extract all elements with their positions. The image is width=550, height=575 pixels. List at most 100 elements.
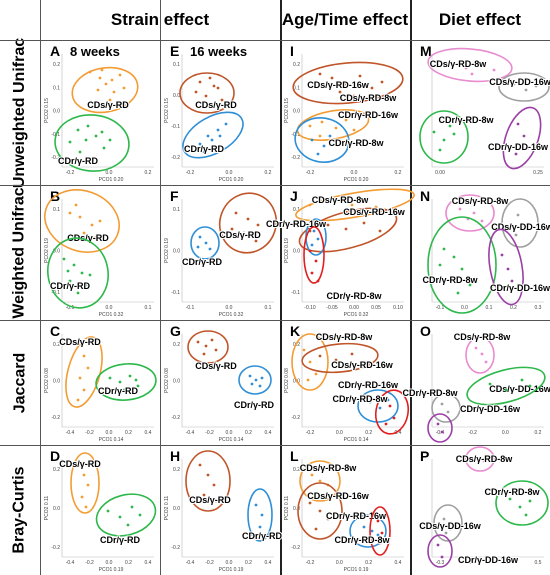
x-tick-label: -0.05 xyxy=(326,305,338,311)
sample-point xyxy=(472,211,476,215)
x-tick-label: 0.2 xyxy=(245,560,252,566)
sample-point xyxy=(206,134,210,138)
sample-point xyxy=(504,388,508,392)
group-label: CDr/γ-RD-8w xyxy=(334,535,390,545)
x-tick-label: 0.4 xyxy=(145,560,152,566)
sample-point xyxy=(306,378,310,382)
sample-point xyxy=(126,523,130,527)
sample-point xyxy=(118,380,122,384)
group-ellipse xyxy=(433,504,463,542)
sample-point xyxy=(100,130,104,134)
sample-point xyxy=(130,505,134,509)
y-axis-title: PCO2 0.11 xyxy=(164,496,170,521)
grid-divider xyxy=(160,0,161,575)
sample-point xyxy=(212,84,216,88)
y-tick-label: 0.1 xyxy=(53,207,60,213)
sample-point xyxy=(452,255,456,259)
x-tick-label: 0.4 xyxy=(265,430,272,436)
x-tick-label: -0.2 xyxy=(306,560,315,566)
sample-point xyxy=(90,156,94,160)
panel-b: B -0.1 0.0 0.1 0.1 0.0 -0.1 PCO1 0.32 PCO2 0.19 C… xyxy=(40,185,160,320)
sample-point xyxy=(380,531,384,535)
sample-point xyxy=(128,374,132,378)
panel-letter: M xyxy=(420,43,432,59)
group-ellipse xyxy=(54,114,130,172)
group-ellipse xyxy=(291,333,329,391)
sample-point xyxy=(224,122,228,126)
grid-divider xyxy=(410,0,412,575)
group-ellipse xyxy=(369,506,391,556)
group-ellipse xyxy=(182,111,244,159)
sample-point xyxy=(258,525,262,529)
x-axis-title: PCO1 0.32 xyxy=(99,312,124,318)
sample-point xyxy=(330,76,334,80)
sample-point xyxy=(246,217,250,221)
panel-letter: D xyxy=(50,448,60,464)
group-label: CDs/γ-DD-16w xyxy=(489,384,550,394)
y-tick-label: 0.1 xyxy=(53,85,60,91)
panel-d: D -0.4 -0.2 0.0 0.2 0.4 0.2 0.0 -0.2 PCO1 0.19 PCO… xyxy=(40,445,160,575)
sample-point xyxy=(516,213,520,217)
y-axis-title: PCO2 0.15 xyxy=(284,98,290,123)
panel-letter: G xyxy=(170,323,181,339)
group-label: CDs/γ-RD-8w xyxy=(430,59,488,69)
y-tick-label: -0.2 xyxy=(171,415,180,421)
sample-point xyxy=(326,223,330,227)
y-axis-title: PCO2 0.19 xyxy=(284,238,290,263)
sample-point xyxy=(492,68,496,72)
x-axis-title: PCO1 0.14 xyxy=(344,437,369,443)
sample-point xyxy=(528,499,532,503)
sample-point xyxy=(220,98,224,102)
sample-point xyxy=(482,459,486,463)
group-label: CDs/γ-RD xyxy=(219,230,261,240)
sample-point xyxy=(312,229,316,233)
y-tick-label: 0.2 xyxy=(293,467,300,473)
panel-letter: K xyxy=(290,323,300,339)
panel-subtitle: 16 weeks xyxy=(190,44,247,59)
y-axis-title: PCO2 0.11 xyxy=(284,496,290,521)
sample-point xyxy=(204,241,208,245)
x-tick-label: -0.1 xyxy=(66,305,75,311)
sample-point xyxy=(316,152,320,156)
sample-point xyxy=(84,505,88,509)
y-tick-label: -0.2 xyxy=(171,155,180,161)
pcoa-plot: D -0.4 -0.2 0.0 0.2 0.4 0.2 0.0 -0.2 PCO1 0.19 PCO… xyxy=(44,448,157,573)
x-tick-label: 0.4 xyxy=(145,430,152,436)
sample-point xyxy=(310,473,314,477)
sample-point xyxy=(76,398,80,402)
panel-l: L -0.2 0.0 0.2 0.4 0.2 0.0 -0.2 PCO1 0.19 PCO2 0.… xyxy=(280,445,410,575)
sample-point xyxy=(204,94,208,98)
x-tick-label: 0.00 xyxy=(349,305,359,311)
sample-point xyxy=(260,376,264,380)
x-tick-label: 0.0 xyxy=(336,430,343,436)
x-axis-title: PCO1 0.14 xyxy=(219,437,244,443)
sample-point xyxy=(350,203,354,207)
group-ellipse xyxy=(296,109,370,141)
sample-point xyxy=(442,517,446,521)
panel-letter: P xyxy=(420,448,429,464)
sample-point xyxy=(358,74,362,78)
group-ellipse xyxy=(71,66,139,114)
sample-point xyxy=(254,239,258,243)
x-tick-label: 0.2 xyxy=(245,430,252,436)
panel-f: F -0.1 0.0 0.1 0.1 0.0 -0.1 PCO1 0.32 PCO2 0.19 C… xyxy=(160,185,280,320)
x-tick-label: 0.2 xyxy=(395,170,402,176)
sample-point xyxy=(362,221,366,225)
pcoa-plot: H -0.4 -0.2 0.0 0.2 0.4 0.2 0.0 -0.2 PCO1 0.19 PCO… xyxy=(164,448,283,573)
sample-point xyxy=(452,132,456,136)
group-ellipse xyxy=(349,514,387,548)
x-tick-label: 0.5 xyxy=(535,560,542,566)
sample-point xyxy=(514,233,518,237)
sample-point xyxy=(96,88,100,92)
panel-letter: C xyxy=(50,323,60,339)
group-label: CDs/γ-RD xyxy=(59,337,101,347)
group-label: CDs/γ-DD-16w xyxy=(419,521,482,531)
panel-letter: N xyxy=(420,188,430,204)
y-tick-label: -0.1 xyxy=(291,290,300,296)
sample-point xyxy=(378,541,382,545)
x-axis-title: PCO1 0.32 xyxy=(344,312,369,318)
sample-point xyxy=(118,515,122,519)
